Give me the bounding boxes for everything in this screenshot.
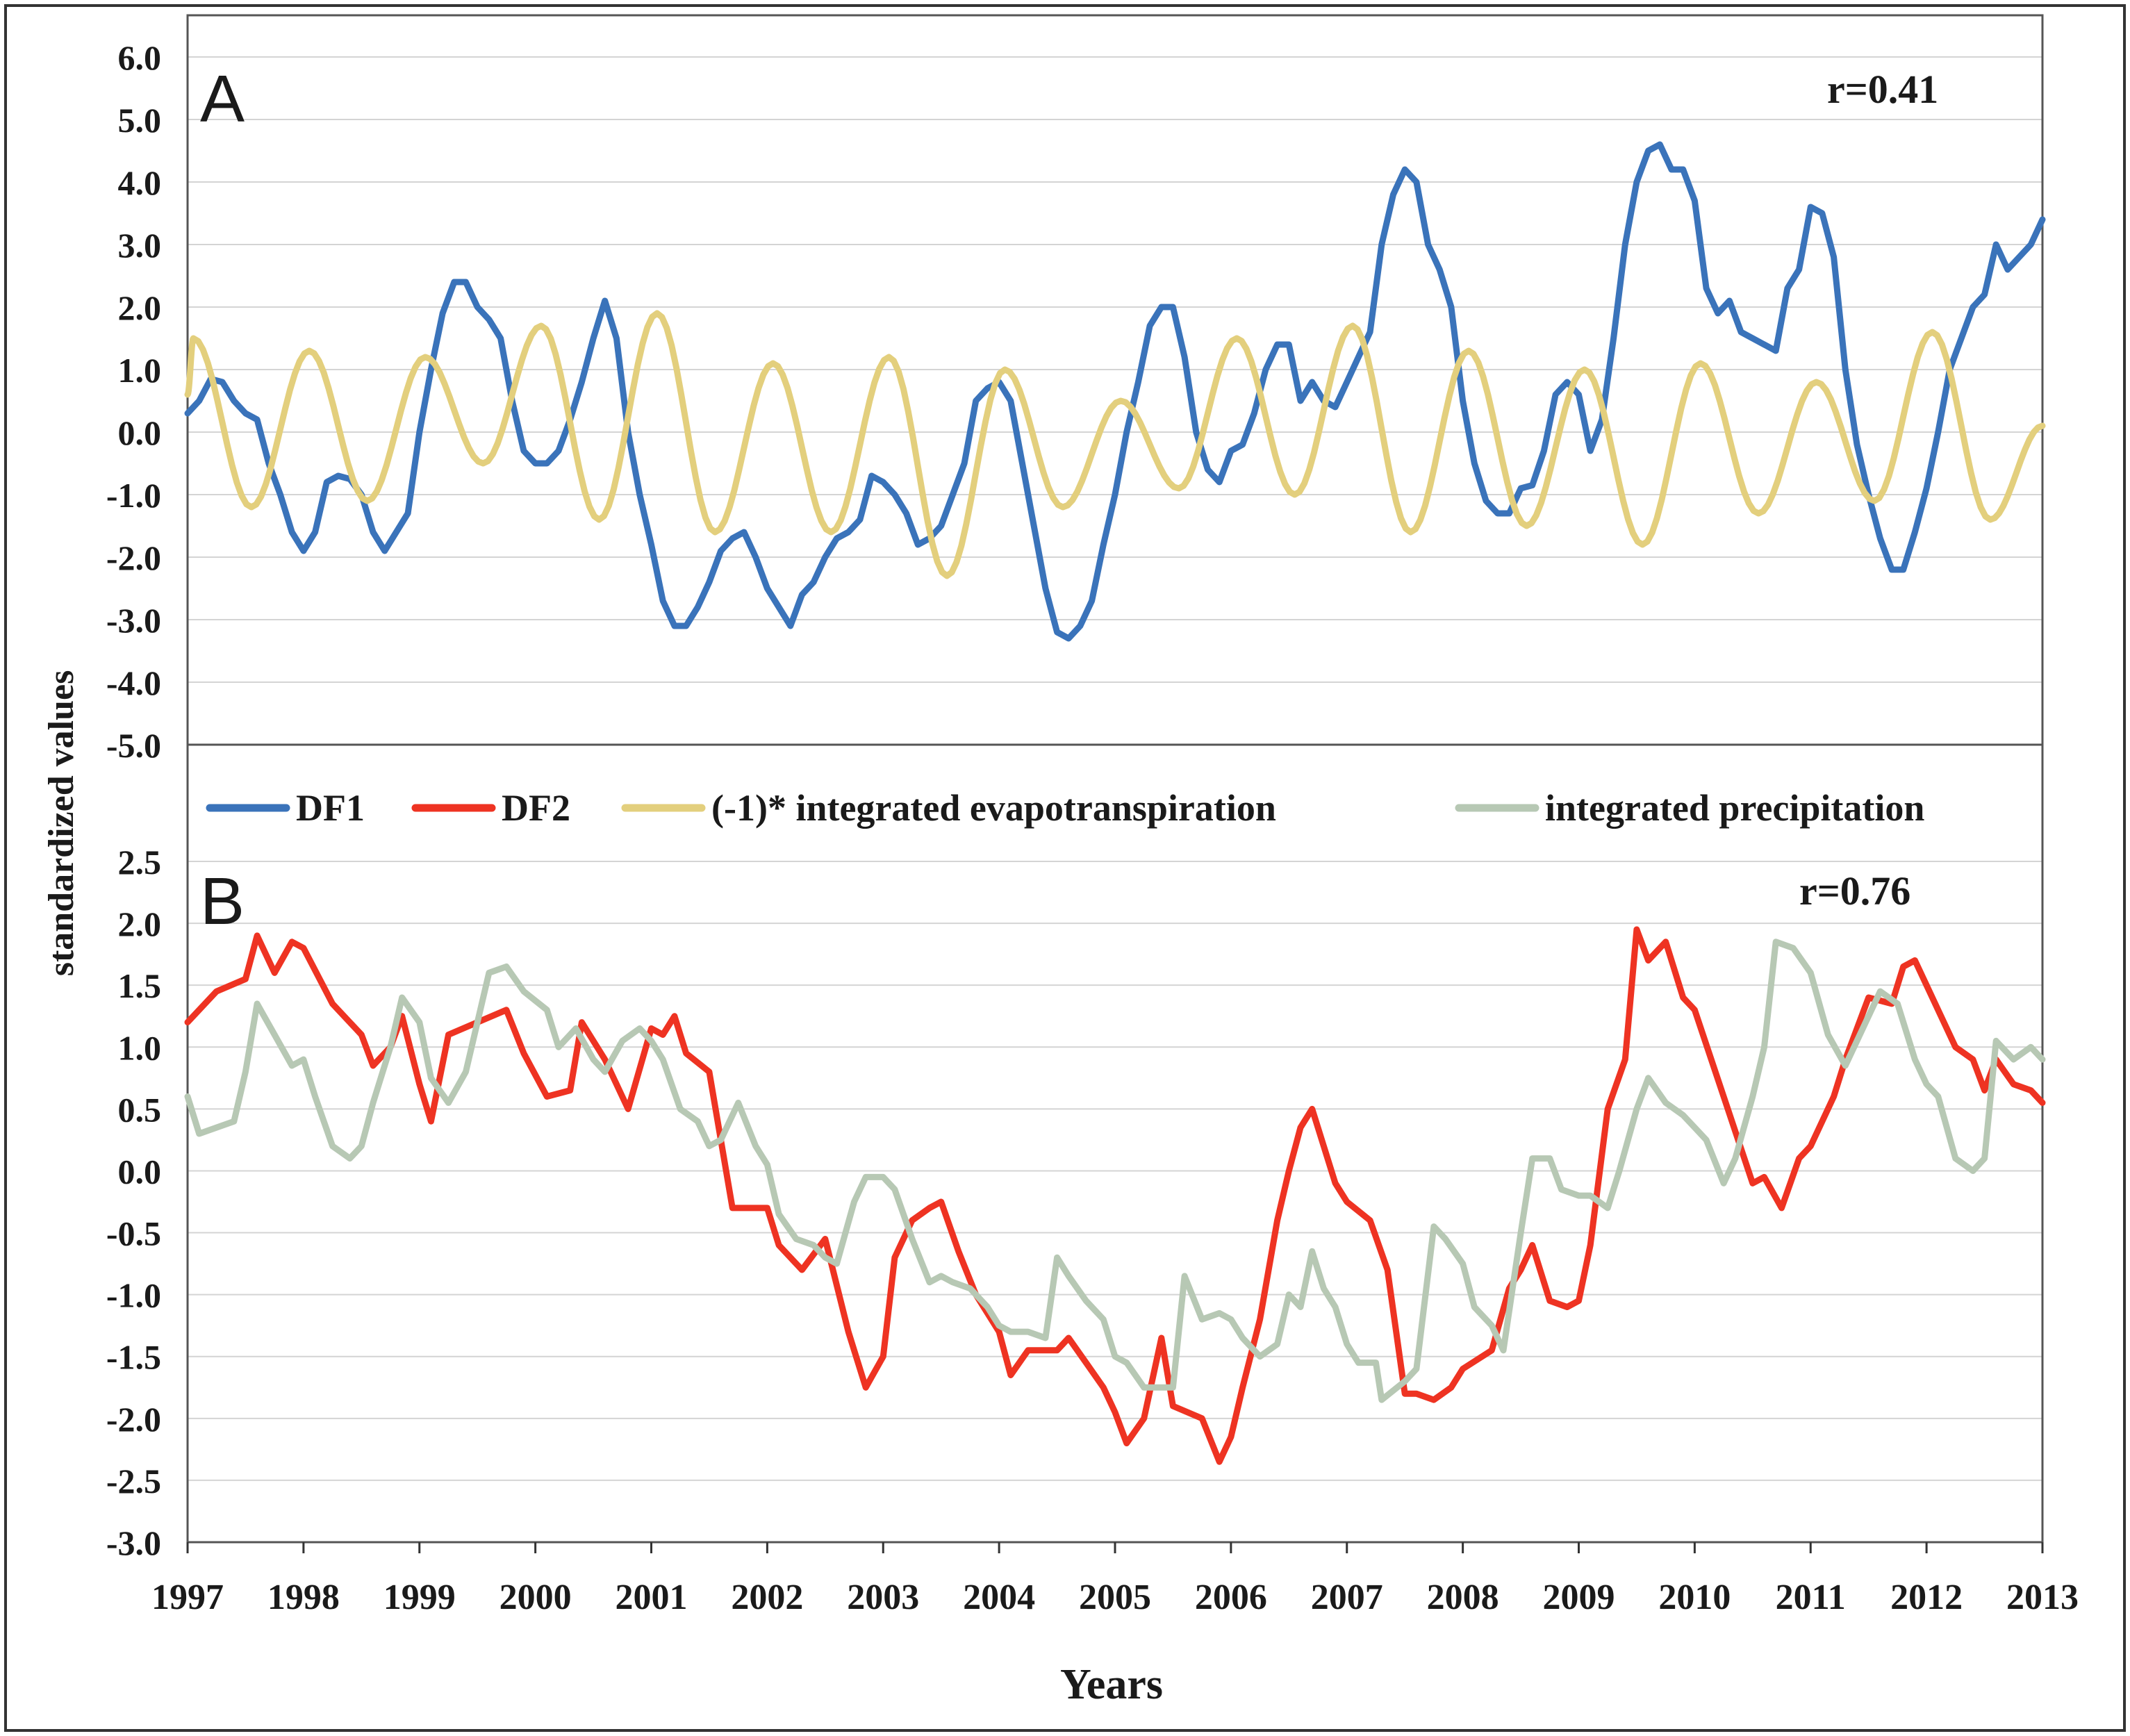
y-tick-label: 3.0: [118, 226, 162, 265]
legend-label-et: (-1)* integrated evapotranspiration: [711, 787, 1276, 829]
panel-a-y-ticks: 6.0 5.0 4.0 3.0 2.0 1.0 0.0 -1.0 -2.0 -3.0 -4.0 -5.…: [106, 38, 161, 765]
y-tick-label: 2.0: [118, 904, 162, 943]
y-tick-label: -5.0: [106, 726, 161, 765]
legend-label-df2: DF2: [502, 787, 570, 829]
outer-frame: [4, 4, 2126, 1732]
y-axis-title: standardized values: [42, 670, 81, 977]
panel-b-annotation: r=0.76: [1799, 868, 1910, 914]
legend-label-precip: integrated precipitation: [1545, 787, 1924, 829]
y-tick-label: -1.0: [106, 1276, 161, 1315]
y-tick-label: -0.5: [106, 1214, 161, 1253]
y-tick-label: 0.0: [118, 1152, 162, 1191]
panel-a-annotation: r=0.41: [1827, 67, 1938, 112]
legend-label-df1: DF1: [296, 787, 365, 829]
y-tick-label: 2.0: [118, 288, 162, 327]
panel-b-y-ticks: 2.5 2.0 1.5 1.0 0.5 0.0 -0.5 -1.0 -1.5 -2.0 -2.5 -3…: [106, 843, 161, 1562]
x-tick-label: 2009: [1543, 1578, 1615, 1617]
panel-b-label: B: [200, 864, 245, 939]
x-tick-label: 1999: [383, 1578, 456, 1617]
y-tick-label: -2.0: [106, 1400, 161, 1439]
x-tick-label: 2004: [963, 1578, 1035, 1617]
y-tick-label: 5.0: [118, 101, 162, 140]
x-tick-label: 2007: [1311, 1578, 1383, 1617]
x-tick-label: 2013: [2006, 1578, 2079, 1617]
x-tick-label: 2005: [1079, 1578, 1151, 1617]
panel-a-grid: [188, 56, 2042, 745]
panel-a-label: A: [200, 62, 245, 136]
y-tick-label: 6.0: [118, 38, 162, 77]
x-tick-label: 2002: [731, 1578, 803, 1617]
series-1-integrated-evapotranspiration-line: [184, 310, 2046, 579]
x-axis-title: Years: [1060, 1661, 1163, 1708]
y-tick-label: 4.0: [118, 163, 162, 202]
x-tick-label: 2003: [847, 1578, 919, 1617]
series-df1-line: [184, 141, 2046, 642]
panel-b-series: [184, 926, 2046, 1465]
y-tick-label: 1.0: [118, 351, 162, 390]
x-axis-ticks: 1997 1998 1999 2000 2001 2002 2003 2004 2005 2006…: [151, 1542, 2079, 1617]
y-tick-label: -2.0: [106, 538, 161, 577]
x-tick-label: 2012: [1890, 1578, 1963, 1617]
panel-a-series: [184, 141, 2046, 642]
series-integrated-precipitation-line: [184, 939, 2046, 1403]
x-tick-label: 1997: [151, 1578, 224, 1617]
x-tick-label: 2001: [616, 1578, 688, 1617]
x-tick-label: 2011: [1776, 1578, 1846, 1617]
panel-b: 2.5 2.0 1.5 1.0 0.5 0.0 -0.5 -1.0 -1.5 -2.0 -2.5 -3…: [106, 743, 2046, 1562]
y-tick-label: 2.5: [118, 843, 162, 882]
y-tick-label: -4.0: [106, 663, 161, 702]
legend: DF1 DF2 (-1)* integrated evapotranspiratio…: [206, 787, 1924, 829]
x-tick-label: 1998: [267, 1578, 340, 1617]
y-tick-label: -1.5: [106, 1338, 161, 1377]
x-tick-label: 2010: [1658, 1578, 1731, 1617]
y-tick-label: 1.5: [118, 966, 162, 1005]
y-tick-label: -3.0: [106, 1523, 161, 1562]
y-tick-label: -3.0: [106, 601, 161, 640]
x-tick-label: 2008: [1427, 1578, 1499, 1617]
y-tick-label: -1.0: [106, 476, 161, 515]
x-tick-label: 2006: [1195, 1578, 1267, 1617]
y-tick-label: 0.5: [118, 1090, 162, 1129]
x-tick-label: 2000: [500, 1578, 572, 1617]
series-df2-line: [184, 926, 2046, 1465]
y-tick-label: -2.5: [106, 1462, 161, 1501]
y-tick-label: 0.0: [118, 413, 162, 452]
y-tick-label: 1.0: [118, 1028, 162, 1067]
